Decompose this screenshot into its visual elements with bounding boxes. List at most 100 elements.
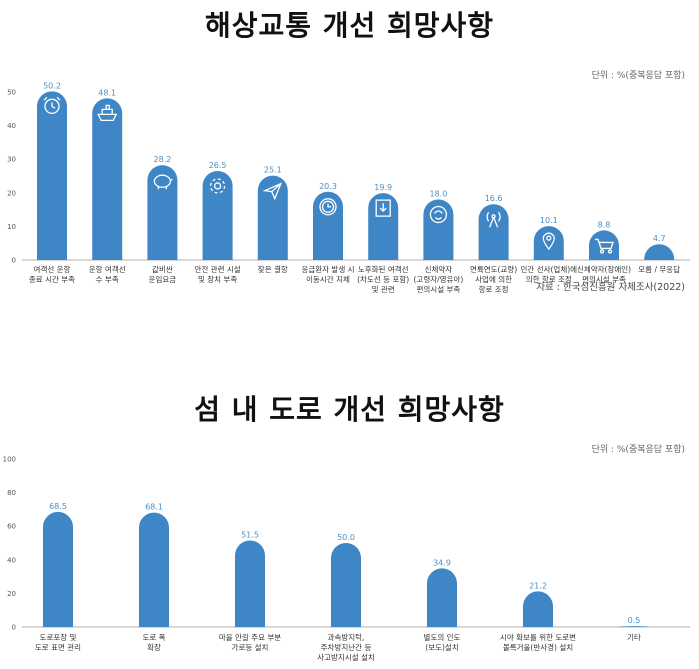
category-label: 가로등 설치 xyxy=(232,643,269,652)
icon-part xyxy=(379,203,387,213)
category-label: 주차방지난간 등 xyxy=(321,642,372,652)
y-tick-label: 100 xyxy=(3,456,16,464)
icon-part xyxy=(321,200,335,213)
data-label: 34.9 xyxy=(433,558,451,567)
category-label: 기타 xyxy=(627,633,641,642)
category-label: 잦은 결항 xyxy=(258,264,288,274)
source-label: 자료 : 한국섬진흥원 자체조사(2022) xyxy=(536,282,685,293)
y-tick-label: 10 xyxy=(7,223,16,231)
y-tick-label: 60 xyxy=(7,523,16,531)
data-label: 26.5 xyxy=(209,161,227,170)
category-label: 편의시설 부족 xyxy=(582,274,626,284)
category-label: 신체약자 xyxy=(425,264,453,274)
data-label: 4.7 xyxy=(653,234,666,243)
data-label: 51.5 xyxy=(241,530,259,539)
bar xyxy=(533,226,564,260)
y-tick-label: 0 xyxy=(12,257,16,265)
icon-part xyxy=(44,98,60,114)
category-label: 민간 선사(업체)에 xyxy=(521,264,578,274)
data-label: 50.2 xyxy=(43,81,61,90)
gear-icon xyxy=(209,178,226,194)
category-label: 및 장치 부족 xyxy=(198,274,237,284)
bar xyxy=(523,591,553,627)
data-label: 68.5 xyxy=(49,502,67,511)
icon-part xyxy=(607,249,613,254)
data-label: 16.6 xyxy=(485,194,503,203)
category-label: 도로 폭 xyxy=(142,633,165,642)
icon-part xyxy=(599,249,605,254)
category-label: 볼록거울(반사경) 설치 xyxy=(503,642,573,652)
category-label: 별도의 인도 xyxy=(424,632,461,642)
map-pin-icon xyxy=(542,232,555,251)
data-label: 25.1 xyxy=(264,166,282,175)
category-label: 도로 표면 관리 xyxy=(35,642,81,652)
y-tick-label: 40 xyxy=(7,122,16,130)
y-tick-label: 50 xyxy=(7,89,16,97)
download-icon xyxy=(375,199,391,217)
data-label: 20.3 xyxy=(319,182,337,191)
unit-label: 단위 : %(중복응답 포함) xyxy=(591,445,685,455)
data-label: 50.0 xyxy=(337,533,355,542)
data-label: 28.2 xyxy=(153,155,171,164)
category-label: 과속방지턱, xyxy=(328,632,365,642)
data-label: 48.1 xyxy=(98,88,116,97)
bar xyxy=(644,244,675,260)
icon-part xyxy=(486,211,501,228)
icon-part xyxy=(375,199,391,217)
icon-part xyxy=(491,214,496,219)
bar xyxy=(257,175,288,260)
chart-title: 섬 내 도로 개선 희망사항 xyxy=(194,393,505,426)
data-label: 10.1 xyxy=(540,216,558,225)
category-label: 운항 여객선 xyxy=(89,264,126,274)
icon-part xyxy=(542,232,555,251)
icon-part xyxy=(97,104,118,122)
ship-icon xyxy=(97,104,118,122)
piggy-bank-icon xyxy=(153,174,173,190)
icon-part xyxy=(43,96,61,109)
icon-part xyxy=(213,182,222,190)
data-label: 0.5 xyxy=(628,616,641,625)
category-label: 항로 조정 xyxy=(479,284,509,294)
y-tick-label: 30 xyxy=(7,156,16,164)
data-label: 19.9 xyxy=(374,183,392,192)
bar xyxy=(37,91,67,261)
data-label: 18.0 xyxy=(429,190,447,199)
bar xyxy=(147,165,178,260)
island-road-chart: 섬 내 도로 개선 희망사항 단위 : %(중복응답 포함) xyxy=(0,330,699,669)
icon-part xyxy=(262,182,282,201)
category-label: 연륙연도(교량) xyxy=(470,265,517,274)
category-label: 응급환자 발생 시 xyxy=(301,264,354,274)
category-label: (보도)설치 xyxy=(425,643,458,652)
category-label: 사고방지시설 설치 xyxy=(317,652,375,662)
bar xyxy=(331,543,361,627)
shopping-cart-icon xyxy=(595,238,614,254)
icon-part xyxy=(327,203,331,208)
y-tick-label: 80 xyxy=(7,489,16,497)
y-tick-label: 20 xyxy=(7,189,16,197)
bar xyxy=(235,540,265,627)
category-label: 이동시간 지체 xyxy=(306,274,350,284)
icon-part xyxy=(429,205,448,224)
y-tick-label: 20 xyxy=(7,590,16,598)
bar xyxy=(619,626,649,627)
bar xyxy=(43,511,73,627)
chart-title: 해상교통 개선 희망사항 xyxy=(204,9,495,42)
category-label: 노후화된 여객선 xyxy=(358,264,409,274)
sea-transport-chart: 해상교통 개선 희망사항 단위 : %(중복응답 포함) 0 10 20 30 40 50… xyxy=(0,0,699,330)
category-label: 도로포장 및 xyxy=(40,632,77,642)
category-label: 모름 / 무응답 xyxy=(638,264,680,274)
y-tick-label: 0 xyxy=(12,624,16,632)
person-icon xyxy=(429,205,448,224)
y-tick-label: 40 xyxy=(7,556,16,564)
category-label: 값비싼 xyxy=(152,264,173,274)
category-label: 의한 항로 조정 xyxy=(526,274,572,284)
icon-part xyxy=(209,178,226,194)
icon-part xyxy=(546,235,552,241)
paper-plane-icon xyxy=(262,182,282,201)
icon-part xyxy=(433,210,443,220)
category-label: 시야 확보를 위한 도로변 xyxy=(500,632,576,642)
category-label: 편의시설 부족 xyxy=(417,284,461,294)
bar xyxy=(92,98,123,260)
category-label: 신체약자(장애인) xyxy=(577,264,631,274)
